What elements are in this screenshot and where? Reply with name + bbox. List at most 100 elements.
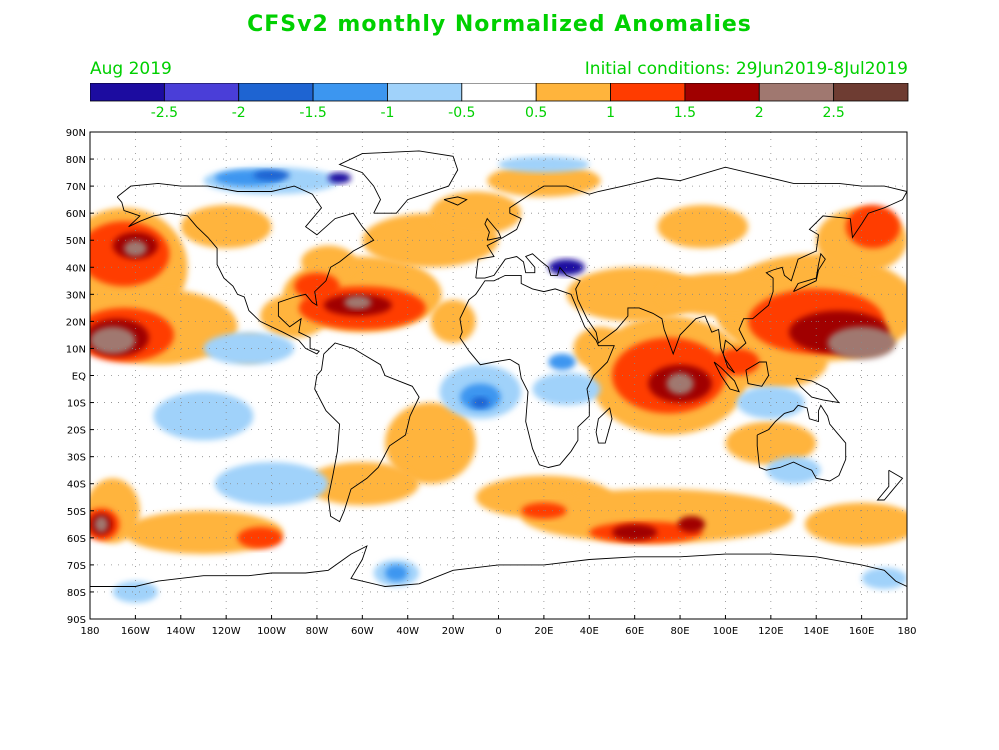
anomaly-region [180, 205, 272, 249]
latitude-tick-label: 20N [66, 317, 86, 328]
anomaly-region [666, 372, 694, 395]
longitude-tick-label: 100E [713, 626, 738, 637]
longitude-tick-label: 0 [495, 626, 501, 637]
anomaly-region [573, 326, 628, 371]
latitude-tick-label: 10S [67, 399, 86, 410]
latitude-tick-label: 50N [66, 236, 86, 247]
colorbar-tick-label: -2.5 [151, 105, 178, 121]
anomaly-region [153, 391, 254, 441]
longitude-tick-label: 160E [849, 626, 874, 637]
latitude-tick-label: 50S [67, 507, 86, 518]
latitude-tick-label: 30S [67, 453, 86, 464]
anomaly-region [90, 326, 136, 354]
colorbar-tick-label: -0.5 [448, 105, 475, 121]
south-america-coast [314, 342, 420, 523]
new-zealand-coast [876, 469, 904, 501]
latitude-tick-label: 70S [67, 561, 86, 572]
anomaly-region [677, 516, 706, 533]
latitude-tick-label: 60N [66, 209, 86, 220]
longitude-tick-label: 120E [758, 626, 783, 637]
anomaly-region [532, 372, 601, 406]
longitude-tick-label: 80E [671, 626, 690, 637]
latitude-tick-label: 60S [67, 534, 86, 545]
anomaly-region [611, 524, 658, 541]
africa-coast [459, 274, 615, 468]
colorbar-tick-label: 1 [606, 105, 615, 121]
initial-conditions-label: Initial conditions: 29Jun2019-8Jul2019 [584, 59, 908, 79]
eurasia-coast [475, 166, 907, 374]
anomaly-region [328, 172, 351, 184]
colorbar-tick-label: -1 [380, 105, 394, 121]
britain-coast [484, 217, 502, 241]
anomaly-region [344, 295, 372, 310]
latitude-tick-label: 30N [66, 290, 86, 301]
anomaly-region [498, 156, 590, 173]
latitude-tick-label: 10N [66, 344, 86, 355]
anomaly-region [548, 353, 576, 371]
new-guinea-coast [795, 377, 841, 404]
anomaly-region [766, 456, 821, 484]
latitude-tick-label: 90N [66, 128, 86, 139]
latitude-tick-label: 20S [67, 426, 86, 437]
anomaly-region [237, 527, 283, 549]
colorbar-tick-label: 2 [755, 105, 764, 121]
anomaly-region [305, 462, 420, 506]
colorbar-swatch [833, 83, 909, 102]
anomaly-region [714, 348, 760, 376]
anomaly-region [385, 564, 408, 582]
iceland-coast [443, 196, 468, 206]
colorbar-tick-label: -1.5 [299, 105, 326, 121]
longitude-tick-label: 60W [351, 626, 374, 637]
anomaly-region [301, 245, 356, 279]
longitude-tick-label: 20E [534, 626, 553, 637]
longitude-tick-label: 20W [442, 626, 465, 637]
anomaly-region [725, 421, 817, 465]
longitude-tick-label: 40E [580, 626, 599, 637]
greenland-coast [338, 150, 459, 214]
anomaly-region [253, 169, 290, 181]
longitude-tick-label: 140E [804, 626, 829, 637]
madagascar-coast [595, 407, 613, 444]
anomaly-region [521, 489, 794, 544]
anomaly-region [657, 205, 749, 249]
latitude-tick-label: EQ [72, 372, 86, 383]
anomaly-region [94, 516, 109, 533]
colorbar-tick-label: 2.5 [823, 105, 845, 121]
longitude-tick-label: 140W [166, 626, 195, 637]
anomaly-region [124, 240, 147, 257]
anomaly-region [861, 567, 907, 590]
longitude-tick-label: 120W [212, 626, 241, 637]
colorbar: -2.5 -2 -1.5 -1 -0.5 0.5 1 1.5 2 2.5 [90, 83, 909, 121]
anomaly-region [804, 502, 907, 546]
anomaly-region [112, 581, 159, 603]
longitude-tick-label: 40W [396, 626, 419, 637]
latitude-tick-label: 40N [66, 263, 86, 274]
valid-month-label: Aug 2019 [90, 59, 172, 79]
longitude-tick-label: 60E [625, 626, 644, 637]
colorbar-tick-label: -2 [232, 105, 246, 121]
anomaly-region [827, 326, 896, 360]
anomaly-region [736, 386, 805, 419]
anomaly-region [459, 383, 501, 411]
chart-title: CFSv2 monthly Normalized Anomalies [247, 12, 752, 37]
longitude-tick-label: 160W [121, 626, 150, 637]
anomaly-region [203, 332, 295, 365]
north-america-coast [116, 182, 375, 355]
longitude-tick-label: 180 [80, 626, 99, 637]
anomaly-region [566, 267, 703, 322]
latitude-tick-label: 70N [66, 182, 86, 193]
latitude-tick-label: 40S [67, 480, 86, 491]
longitude-tick-label: 180 [897, 626, 916, 637]
anomaly-region [471, 397, 490, 408]
longitude-tick-label: 80W [306, 626, 329, 637]
anomaly-region [845, 205, 901, 249]
anomaly-region [385, 402, 476, 484]
antarctica-coast [90, 545, 907, 587]
longitude-tick-label: 100W [257, 626, 286, 637]
latitude-tick-label: 80S [67, 588, 86, 599]
sumatra-coast [713, 361, 740, 393]
australia-coast [756, 404, 847, 482]
borneo-coast [745, 361, 770, 387]
colorbar-tick-label: 0.5 [525, 105, 547, 121]
